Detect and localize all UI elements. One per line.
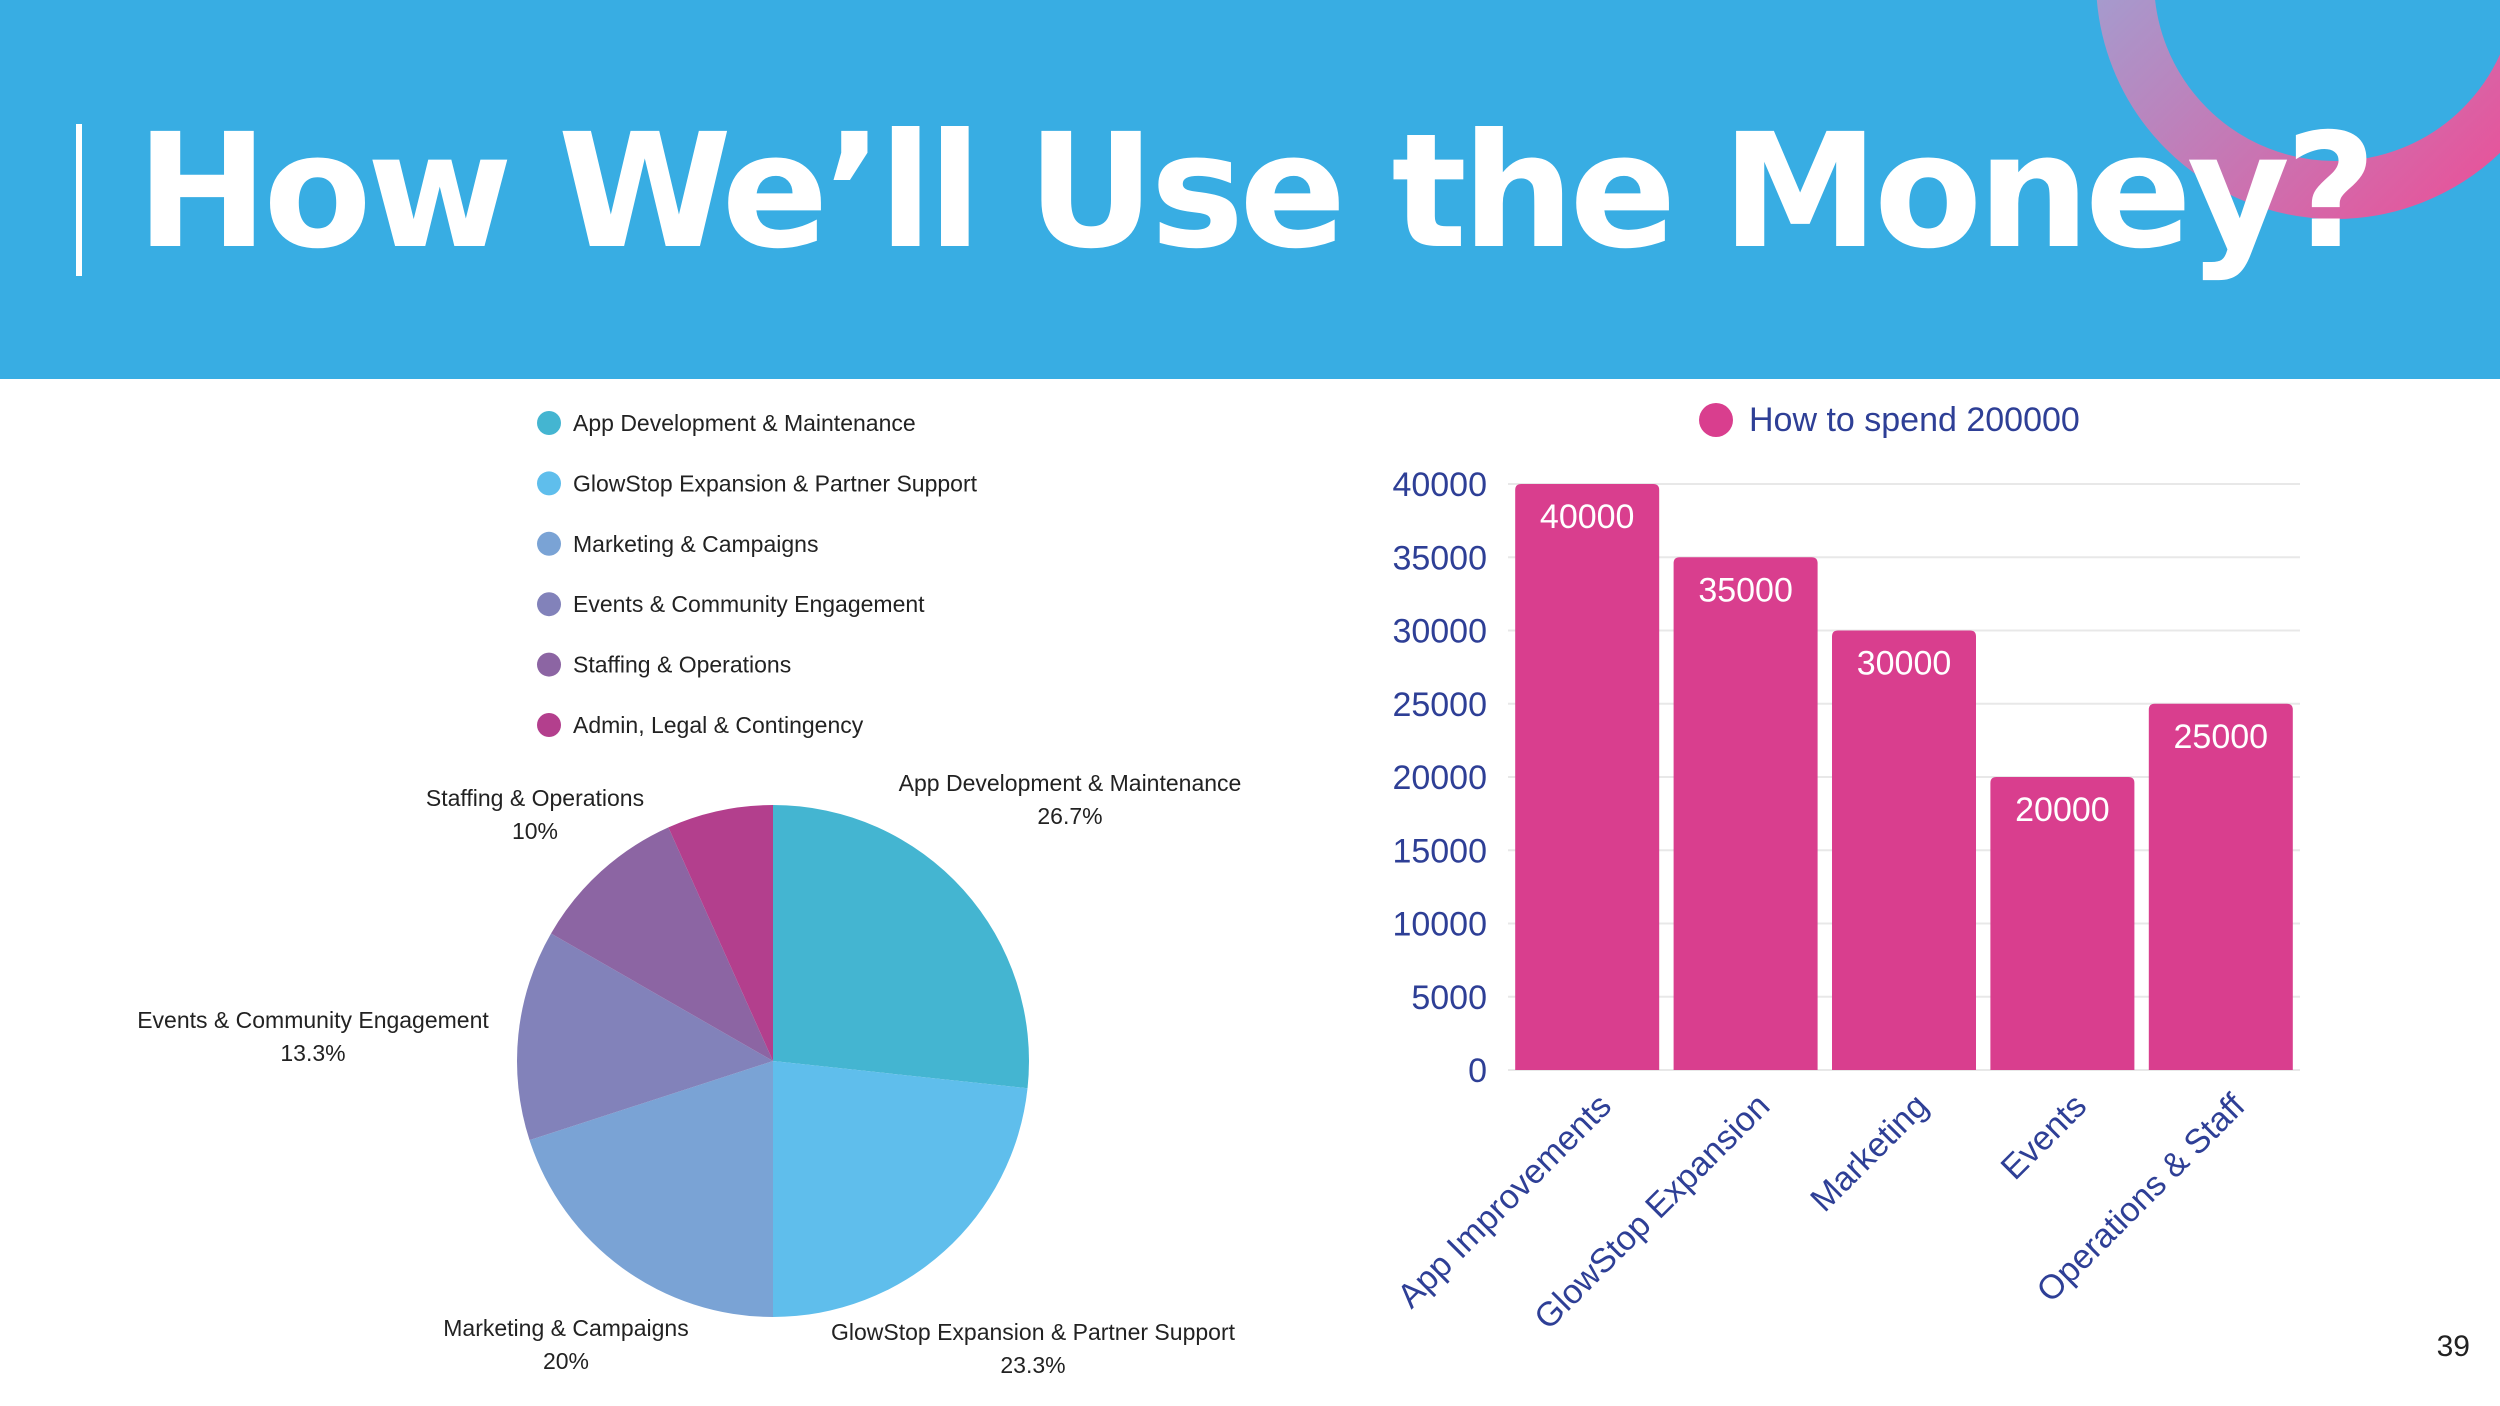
pie-percent-label: 10%	[512, 818, 558, 844]
pie-slice-label: Staffing & Operations 10%	[426, 785, 644, 844]
bar-legend: How to spend 200000	[1699, 401, 2080, 439]
y-tick-label: 10000	[1392, 906, 1487, 944]
legend-label: Admin, Legal & Contingency	[573, 712, 864, 738]
bar	[1832, 630, 1976, 1070]
title-accent-bar	[76, 124, 82, 276]
page-number: 39	[2436, 1330, 2470, 1363]
legend-swatch	[537, 471, 561, 496]
pie-slice	[773, 805, 1029, 1089]
pie-category-label: Staffing & Operations	[426, 785, 644, 811]
pie-percent-label: 13.3%	[280, 1040, 345, 1066]
bar-data-label: 20000	[2015, 791, 2110, 829]
pie-percent-label: 26.7%	[1037, 803, 1102, 829]
bar-data-label: 40000	[1540, 498, 1635, 536]
pie-slice	[668, 805, 773, 1061]
legend-swatch	[537, 592, 561, 617]
bar-data-labels: 40000 35000 30000 20000 25000	[1540, 498, 2268, 829]
pie-labels: App Development & Maintenance 26.7% GlowSt…	[137, 770, 1241, 1378]
pie-slice	[517, 933, 773, 1141]
pie-percent-label: 20%	[543, 1348, 589, 1374]
pie-category-label: Events & Community Engagement	[137, 1007, 489, 1033]
legend-label: How to spend 200000	[1749, 401, 2080, 439]
pie-legend-item: Marketing & Campaigns	[537, 531, 818, 557]
pie-legend-item: Staffing & Operations	[537, 652, 791, 678]
bar	[1673, 557, 1818, 1070]
pie-slice	[773, 1061, 1028, 1317]
legend-swatch	[537, 411, 561, 435]
bar-legend-item: How to spend 200000	[1699, 401, 2080, 439]
legend-swatch	[1699, 403, 1733, 437]
bar-chart	[1515, 484, 2293, 1070]
legend-swatch	[537, 713, 561, 737]
legend-label: Events & Community Engagement	[573, 591, 925, 617]
pie-legend-item: Admin, Legal & Contingency	[537, 712, 864, 738]
header-banner: How We’ll Use the Money?	[0, 0, 2500, 379]
pie-chart	[517, 805, 1029, 1317]
legend-label: GlowStop Expansion & Partner Support	[573, 470, 978, 496]
bar-data-label: 25000	[2174, 718, 2269, 756]
y-tick-label: 20000	[1392, 759, 1487, 797]
y-tick-label: 35000	[1392, 539, 1487, 577]
charts-area: App Development & Maintenance GlowStop Ex…	[137, 401, 2300, 1378]
bar-y-axis: 40000 35000 30000 25000 20000 15000 10000 5000 0	[1392, 466, 1487, 1090]
y-tick-label: 0	[1468, 1052, 1487, 1090]
pie-percent-label: 23.3%	[1000, 1352, 1065, 1378]
bar	[2148, 703, 2293, 1070]
pie-category-label: App Development & Maintenance	[899, 770, 1242, 796]
pie-category-label: GlowStop Expansion & Partner Support	[831, 1319, 1236, 1345]
decorative-ring	[2096, 0, 2500, 219]
bar	[1515, 484, 1660, 1070]
bar	[1990, 777, 2135, 1070]
legend-swatch	[537, 652, 561, 677]
legend-label: App Development & Maintenance	[573, 410, 916, 436]
pie-legend-item: App Development & Maintenance	[537, 410, 916, 436]
pie-category-label: Marketing & Campaigns	[443, 1315, 688, 1341]
slide-title: How We’ll Use the Money?	[136, 100, 2377, 284]
y-tick-label: 5000	[1411, 979, 1487, 1017]
pie-slice-label: Marketing & Campaigns 20%	[443, 1315, 688, 1374]
bar-data-label: 35000	[1698, 571, 1793, 609]
bar-data-label: 30000	[1857, 645, 1952, 683]
pie-slice-label: Events & Community Engagement 13.3%	[137, 1007, 489, 1066]
legend-label: Staffing & Operations	[573, 652, 791, 678]
y-tick-label: 40000	[1392, 466, 1487, 504]
x-tick-label: Events	[1994, 1087, 2094, 1187]
pie-slice	[529, 1061, 773, 1317]
pie-slice-label: App Development & Maintenance 26.7%	[899, 770, 1242, 829]
pie-legend-item: GlowStop Expansion & Partner Support	[537, 470, 978, 496]
legend-label: Marketing & Campaigns	[573, 531, 818, 557]
y-tick-label: 30000	[1392, 613, 1487, 651]
x-tick-label: Marketing	[1803, 1087, 1935, 1219]
legend-swatch	[537, 531, 561, 556]
y-tick-label: 25000	[1392, 686, 1487, 724]
pie-slice	[551, 827, 773, 1061]
pie-legend-item: Events & Community Engagement	[537, 591, 925, 617]
pie-legend: App Development & Maintenance GlowStop Ex…	[537, 410, 978, 738]
y-tick-label: 15000	[1392, 832, 1487, 870]
pie-slice-label: GlowStop Expansion & Partner Support 23.3…	[831, 1319, 1236, 1378]
